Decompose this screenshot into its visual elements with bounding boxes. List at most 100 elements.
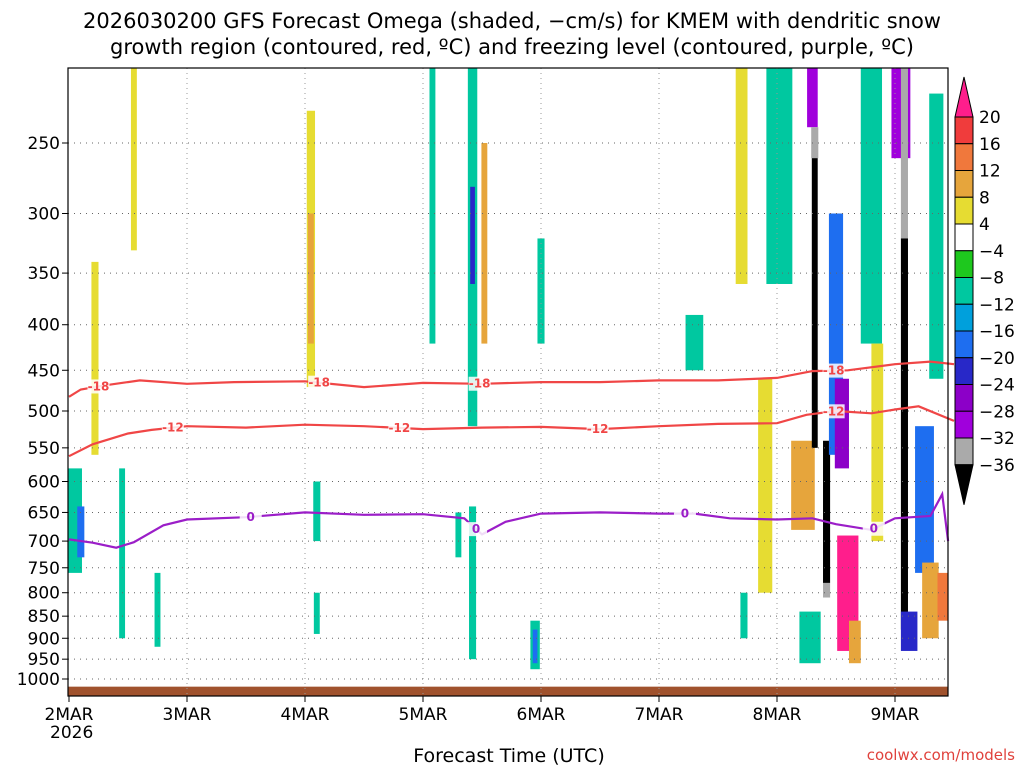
omega-cell bbox=[307, 213, 314, 344]
omega-cell bbox=[758, 378, 773, 593]
omega-cell bbox=[834, 378, 849, 469]
omega-cell bbox=[823, 440, 831, 583]
plot-frame bbox=[67, 67, 949, 697]
colorbar-label: −4 bbox=[979, 242, 1004, 262]
colorbar-label: 20 bbox=[979, 108, 1001, 128]
x-tick-label: 8MAR bbox=[753, 705, 802, 725]
colorbar-label: −28 bbox=[979, 402, 1015, 422]
colorbar-segment bbox=[954, 143, 974, 171]
omega-cell bbox=[481, 143, 488, 344]
chart-title-line-2: growth region (contoured, red, ºC) and f… bbox=[110, 35, 914, 59]
colorbar-segment bbox=[954, 464, 974, 505]
omega-cell bbox=[154, 572, 161, 647]
omega-cell bbox=[900, 238, 908, 630]
y-tick-label: 250 bbox=[28, 134, 60, 154]
contour-label-2: 0 bbox=[870, 522, 878, 536]
omega-cell bbox=[799, 611, 821, 664]
omega-cell bbox=[91, 261, 99, 455]
omega-cell bbox=[470, 186, 475, 284]
omega-cell bbox=[130, 68, 137, 251]
y-tick-label: 300 bbox=[28, 204, 60, 224]
omega-cell bbox=[532, 629, 538, 664]
omega-cell bbox=[848, 620, 861, 664]
x-year-label: 2026 bbox=[50, 723, 93, 743]
omega-cell bbox=[922, 562, 939, 639]
colorbar-segment bbox=[954, 437, 974, 466]
colorbar-label: −24 bbox=[979, 376, 1015, 396]
colorbar-label: −32 bbox=[979, 429, 1015, 449]
omega-cell bbox=[313, 481, 321, 542]
colorbar-label: 12 bbox=[979, 162, 1001, 182]
colorbar-segment bbox=[954, 76, 974, 118]
omega-cell bbox=[823, 582, 831, 598]
omega-cell bbox=[537, 238, 545, 344]
contour-line-2 bbox=[68, 490, 950, 549]
y-tick-label: 900 bbox=[28, 629, 60, 649]
contour-label-1: -12 bbox=[823, 404, 845, 418]
x-tick-label: 9MAR bbox=[871, 705, 920, 725]
omega-cell bbox=[811, 127, 819, 159]
omega-cell bbox=[807, 68, 818, 128]
y-tick-label: 700 bbox=[28, 532, 60, 552]
contour-label-bg bbox=[673, 506, 696, 521]
omega-cell bbox=[915, 426, 934, 573]
omega-cell bbox=[735, 68, 748, 284]
omega-cell bbox=[766, 68, 793, 284]
contour-label-bg bbox=[161, 420, 184, 435]
contour-label-2: 0 bbox=[472, 522, 480, 536]
contour-label-bg bbox=[239, 509, 262, 524]
colorbar-segment bbox=[954, 330, 974, 359]
omega-cell bbox=[791, 440, 815, 530]
x-axis-title: Forecast Time (UTC) bbox=[413, 745, 604, 767]
y-tick-label: 750 bbox=[28, 559, 60, 579]
colorbar-segment bbox=[954, 410, 974, 439]
omega-cell bbox=[937, 572, 948, 621]
contour-label-2: 0 bbox=[247, 510, 255, 524]
y-tick-label: 650 bbox=[28, 503, 60, 523]
contour-label-bg bbox=[388, 420, 411, 435]
colorbar-segment bbox=[954, 116, 974, 145]
colorbar-label: 16 bbox=[979, 135, 1001, 155]
contour-label-0: -18 bbox=[308, 376, 330, 390]
omega-cell bbox=[929, 93, 944, 379]
x-tick-label: 2MAR bbox=[45, 705, 94, 725]
colorbar: 20 16 12 8 4 −4 −8 −12 −16 −20 −24 −28 −32 −36 bbox=[954, 76, 1015, 505]
omega-cell bbox=[685, 314, 704, 371]
colorbar-segment bbox=[954, 384, 974, 412]
y-tick-label: 450 bbox=[28, 361, 60, 381]
surface-band-layer bbox=[68, 686, 948, 696]
omega-cell bbox=[119, 468, 126, 639]
omega-cell bbox=[455, 512, 462, 558]
colorbar-label: −12 bbox=[979, 295, 1015, 315]
contour-label-1: -12 bbox=[587, 422, 609, 436]
contour-line-0 bbox=[68, 360, 955, 398]
omega-cell bbox=[900, 68, 908, 239]
y-tick-label: 350 bbox=[28, 264, 60, 284]
colorbar-segment bbox=[954, 277, 974, 305]
contour-layer: -18 -18 -18 -18 -12 -12 -12 -12 0 0 0 0 bbox=[68, 360, 955, 549]
y-tick-label: 950 bbox=[28, 650, 60, 670]
colorbar-segment bbox=[954, 170, 974, 198]
contour-label-bg bbox=[465, 522, 488, 537]
colorbar-label: 8 bbox=[979, 188, 990, 208]
contour-label-bg bbox=[822, 404, 845, 419]
omega-cell bbox=[900, 611, 918, 651]
contour-label-0: -18 bbox=[823, 364, 845, 378]
colorbar-segment bbox=[954, 357, 974, 385]
x-tick-label: 3MAR bbox=[163, 705, 212, 725]
x-tick-label: 4MAR bbox=[281, 705, 330, 725]
omega-cell bbox=[811, 158, 818, 448]
y-tick-label: 800 bbox=[28, 584, 60, 604]
colorbar-segment bbox=[954, 250, 974, 278]
y-tick-label: 550 bbox=[28, 439, 60, 459]
y-tick-label: 1000 bbox=[17, 670, 60, 690]
credit-link[interactable]: coolwx.com/models bbox=[867, 746, 1015, 764]
x-tick-label: 7MAR bbox=[635, 705, 684, 725]
colorbar-segment bbox=[954, 223, 974, 252]
contour-label-bg bbox=[862, 521, 885, 536]
contour-line-1 bbox=[68, 405, 955, 458]
x-tick-label: 5MAR bbox=[399, 705, 448, 725]
omega-cell bbox=[740, 592, 748, 639]
colorbar-label: −16 bbox=[979, 322, 1015, 342]
surface-band bbox=[68, 686, 948, 696]
